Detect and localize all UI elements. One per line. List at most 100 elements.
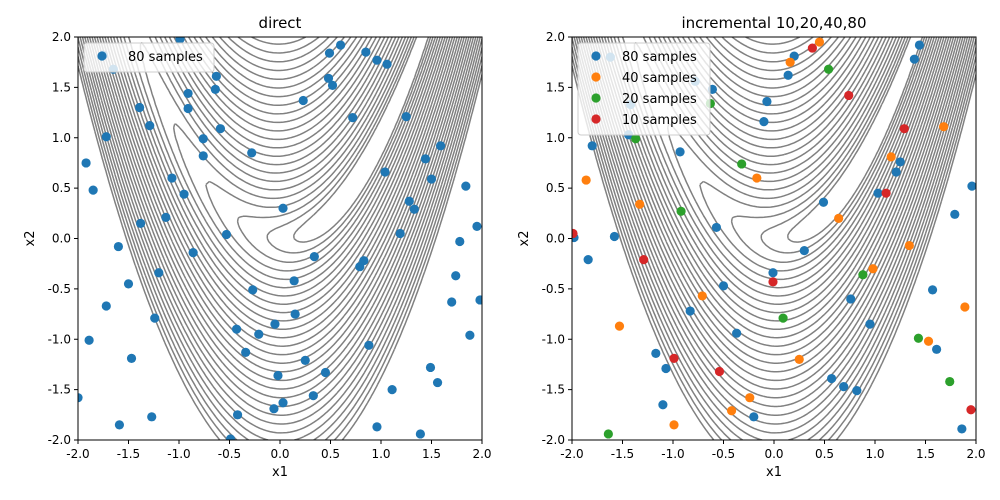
point-s0-68 bbox=[364, 340, 374, 350]
contour-line-8 bbox=[119, 37, 449, 314]
point-s0-14 bbox=[88, 185, 98, 195]
point-s0-71 bbox=[415, 429, 425, 439]
legend-label: 80 samples bbox=[622, 50, 697, 65]
y-tick-label: -1.0 bbox=[542, 332, 565, 346]
legend: 80 samples bbox=[83, 42, 215, 73]
point-s0-59 bbox=[380, 167, 390, 177]
point-s0-25 bbox=[732, 328, 742, 338]
contour-line-15 bbox=[592, 37, 959, 373]
point-s1-8 bbox=[785, 57, 795, 67]
y-tick-label: 1.5 bbox=[546, 80, 565, 94]
point-s0-29 bbox=[658, 400, 668, 410]
point-s0-36 bbox=[865, 319, 875, 329]
y-tick-label: -0.5 bbox=[48, 282, 71, 296]
x-tick-label: -1.0 bbox=[167, 447, 190, 461]
point-s1-4 bbox=[697, 291, 707, 301]
point-s0-2 bbox=[175, 37, 185, 44]
contour-line-9 bbox=[116, 37, 451, 322]
contour-line-19 bbox=[88, 37, 475, 408]
contour-line-2 bbox=[236, 37, 434, 264]
point-s3-9 bbox=[966, 405, 976, 415]
point-s0-26 bbox=[101, 301, 111, 311]
point-s0-23 bbox=[113, 241, 123, 252]
contour-line-0 bbox=[293, 37, 430, 243]
point-s0-78 bbox=[447, 297, 457, 307]
y-axis-label: x2 bbox=[517, 231, 532, 247]
point-s3-1 bbox=[639, 255, 649, 265]
point-s3-2 bbox=[669, 353, 679, 363]
point-s0-4 bbox=[183, 103, 193, 114]
point-s3-4 bbox=[768, 277, 778, 287]
point-s0-21 bbox=[188, 248, 198, 258]
point-s0-19 bbox=[967, 181, 976, 191]
contour-line-27 bbox=[572, 65, 976, 440]
point-s0-77 bbox=[451, 271, 461, 281]
point-s0-51 bbox=[336, 40, 346, 50]
point-s0-34 bbox=[232, 410, 243, 420]
point-s0-47 bbox=[308, 391, 318, 401]
contour-line-23 bbox=[79, 37, 482, 440]
point-s2-1 bbox=[676, 206, 686, 216]
point-s0-31 bbox=[114, 420, 125, 430]
point-s0-16 bbox=[179, 189, 189, 199]
legend: 80 samples 40 samples 20 samples 10 samples bbox=[577, 42, 711, 136]
y-tick-label: -1.0 bbox=[48, 332, 71, 346]
point-s0-8 bbox=[198, 151, 208, 161]
legend-marker bbox=[591, 51, 601, 61]
point-s0-10 bbox=[135, 102, 145, 113]
point-s0-20 bbox=[278, 203, 288, 213]
point-s0-37 bbox=[927, 285, 938, 295]
point-s1-0 bbox=[581, 175, 591, 185]
contour-line-14 bbox=[101, 37, 463, 364]
x-tick-label: -0.5 bbox=[712, 447, 735, 461]
point-s0-33 bbox=[839, 382, 849, 392]
point-s0-12 bbox=[799, 245, 809, 256]
point-s0-19 bbox=[221, 229, 232, 240]
contour-line-4 bbox=[172, 37, 439, 281]
point-s0-54 bbox=[348, 113, 358, 123]
point-s3-8 bbox=[899, 124, 909, 134]
point-s0-70 bbox=[372, 422, 382, 432]
point-s0-11 bbox=[145, 121, 155, 131]
point-s2-9 bbox=[603, 429, 613, 439]
y-tick-label: -2.0 bbox=[542, 433, 565, 447]
point-s0-22 bbox=[609, 231, 620, 242]
point-s2-0 bbox=[631, 134, 641, 144]
point-s2-6 bbox=[858, 270, 868, 280]
contour-line-20 bbox=[86, 37, 477, 416]
point-s0-46 bbox=[300, 355, 310, 366]
point-s0-7 bbox=[198, 134, 208, 144]
legend-marker bbox=[591, 93, 601, 103]
y-tick-label: 0.0 bbox=[546, 232, 565, 246]
point-s0-6 bbox=[210, 84, 220, 94]
point-s1-10 bbox=[834, 213, 844, 223]
point-s0-50 bbox=[324, 48, 335, 58]
point-s0-32 bbox=[826, 373, 837, 384]
point-s0-62 bbox=[426, 174, 437, 184]
point-s1-12 bbox=[886, 152, 896, 162]
point-s0-79 bbox=[475, 295, 482, 305]
x-axis-label: x1 bbox=[272, 465, 288, 480]
point-s1-15 bbox=[939, 122, 949, 132]
point-s0-4 bbox=[675, 147, 685, 157]
point-s0-55 bbox=[361, 47, 371, 57]
point-s0-35 bbox=[241, 347, 251, 357]
legend-marker bbox=[97, 51, 107, 61]
contour-line-19 bbox=[582, 37, 969, 408]
point-s0-60 bbox=[420, 154, 431, 164]
point-s0-15 bbox=[895, 157, 905, 167]
point-s0-67 bbox=[355, 262, 365, 272]
point-s0-12 bbox=[101, 132, 111, 142]
point-s1-9 bbox=[814, 37, 825, 47]
x-tick-label: 1.5 bbox=[422, 447, 441, 461]
point-s0-44 bbox=[289, 276, 299, 286]
point-s0-22 bbox=[136, 218, 146, 228]
point-s0-38 bbox=[254, 329, 264, 339]
x-tick-label: -1.5 bbox=[117, 447, 140, 461]
point-s0-24 bbox=[718, 281, 729, 291]
y-tick-label: 0.5 bbox=[546, 181, 565, 195]
point-s2-3 bbox=[737, 159, 747, 169]
point-s2-7 bbox=[913, 333, 924, 343]
contour-line-26 bbox=[78, 56, 482, 440]
x-tick-label: 1.5 bbox=[916, 447, 935, 461]
